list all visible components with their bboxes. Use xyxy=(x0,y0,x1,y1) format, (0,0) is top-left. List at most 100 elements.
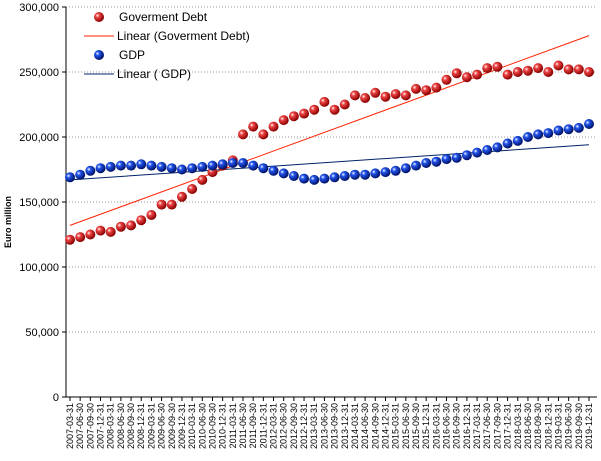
gdp-point xyxy=(441,154,452,165)
debt-point xyxy=(553,60,564,71)
legend-label: Goverment Debt xyxy=(119,10,208,24)
gdp-point xyxy=(451,152,462,163)
legend: Goverment Debt Linear (Goverment Debt) GD… xyxy=(84,10,250,81)
debt-point xyxy=(512,67,523,77)
x-tick-label: 2016-06-30 xyxy=(442,403,452,449)
gdp-point xyxy=(136,159,147,170)
y-tick-label: 300,000 xyxy=(19,2,59,14)
gdp-point xyxy=(370,168,381,179)
x-tick-label: 2014-12-31 xyxy=(380,403,390,449)
gdp-point xyxy=(248,160,259,171)
debt-point xyxy=(492,61,503,72)
gdp-point xyxy=(115,160,126,171)
debt-point xyxy=(390,89,401,100)
debt-point xyxy=(451,68,462,79)
gdp-point xyxy=(319,173,330,184)
gdp-point xyxy=(258,163,269,174)
x-tick-label: 2008-09-30 xyxy=(126,403,136,449)
gdp-point xyxy=(522,132,533,142)
debt-point xyxy=(370,87,381,98)
gdp-point xyxy=(411,160,421,171)
x-tick-label: 2012-03-31 xyxy=(269,403,279,449)
gdp-point xyxy=(187,163,198,174)
gdp-point xyxy=(227,158,238,168)
debt-point xyxy=(543,67,554,77)
debt-point xyxy=(319,96,330,107)
debt-point xyxy=(431,82,442,93)
trendline xyxy=(69,35,590,226)
gdp-point xyxy=(431,156,442,167)
debt-point xyxy=(146,210,157,220)
debt-point xyxy=(502,69,513,80)
gdp-point xyxy=(502,138,513,149)
x-tick-label: 2011-03-31 xyxy=(228,403,238,448)
debt-point xyxy=(248,121,259,132)
debt-point xyxy=(278,115,289,126)
x-tick-label: 2013-09-30 xyxy=(330,403,340,449)
legend-marker xyxy=(94,50,104,60)
debt-point xyxy=(65,234,75,245)
debt-point xyxy=(75,232,86,243)
gdp-point xyxy=(482,145,493,155)
gdp-point xyxy=(238,158,248,168)
debt-point xyxy=(166,199,177,210)
debt-point xyxy=(563,64,574,75)
x-tick-label: 2013-12-31 xyxy=(340,403,350,449)
gdp-point xyxy=(380,167,391,178)
gdp-point xyxy=(166,163,177,174)
gridlines xyxy=(66,6,597,333)
gdp-point xyxy=(400,163,411,174)
x-tick-label: 2015-06-30 xyxy=(401,403,411,449)
x-tick-label: 2008-06-30 xyxy=(116,403,126,449)
x-tick-label: 2015-03-31 xyxy=(391,403,401,449)
legend-label: Linear (Goverment Debt) xyxy=(117,29,250,43)
debt-point xyxy=(400,90,411,101)
debt-point xyxy=(584,67,594,77)
y-tick-label: 200,000 xyxy=(19,132,59,144)
debt-point xyxy=(238,129,248,140)
debt-point xyxy=(309,104,320,115)
gdp-point xyxy=(156,161,167,172)
x-tick-label: 2008-12-31 xyxy=(136,403,146,449)
gdp-point xyxy=(105,161,116,172)
gdp-point xyxy=(309,174,320,185)
gdp-point xyxy=(573,122,584,133)
gdp-point xyxy=(126,160,137,171)
trendline xyxy=(69,144,590,181)
y-tick-label: 50,000 xyxy=(25,327,59,339)
gdp-point xyxy=(390,165,401,176)
y-tick-label: 150,000 xyxy=(19,197,59,209)
x-tick-label: 2009-03-31 xyxy=(146,403,156,449)
gdp-point xyxy=(65,172,75,183)
debt-point xyxy=(126,220,137,231)
y-tick-label: 100,000 xyxy=(19,262,59,274)
gdp-point xyxy=(543,128,554,139)
x-tick-label: 2011-06-30 xyxy=(238,403,248,448)
x-tick-label: 2018-06-30 xyxy=(523,403,533,449)
x-tick-label: 2017-12-31 xyxy=(503,403,513,449)
x-tick-label: 2007-12-31 xyxy=(96,403,106,449)
legend-marker xyxy=(94,12,104,22)
x-tick-label: 2008-03-31 xyxy=(106,403,116,449)
x-tick-label: 2014-06-30 xyxy=(360,403,370,449)
debt-point xyxy=(187,184,198,194)
y-tick-label: 250,000 xyxy=(19,67,59,79)
gdp-point xyxy=(176,164,187,175)
x-tick-label: 2014-03-31 xyxy=(350,403,360,449)
x-tick-label: 2019-09-30 xyxy=(574,403,584,449)
x-tick-label: 2014-09-30 xyxy=(370,403,380,449)
gdp-point xyxy=(288,171,299,181)
debt-point xyxy=(258,129,269,140)
trendlines xyxy=(69,35,590,226)
x-tick-label: 2007-06-30 xyxy=(75,403,85,449)
gdp-point xyxy=(349,169,360,180)
x-tick-label: 2011-09-30 xyxy=(248,403,258,448)
x-tick-label: 2016-12-31 xyxy=(462,403,472,449)
debt-point xyxy=(85,229,96,240)
gdp-point xyxy=(75,169,86,180)
debt-point xyxy=(329,104,340,115)
x-tick-label: 2010-12-31 xyxy=(218,403,228,449)
gdp-point xyxy=(329,172,340,183)
debt-point xyxy=(105,226,116,237)
